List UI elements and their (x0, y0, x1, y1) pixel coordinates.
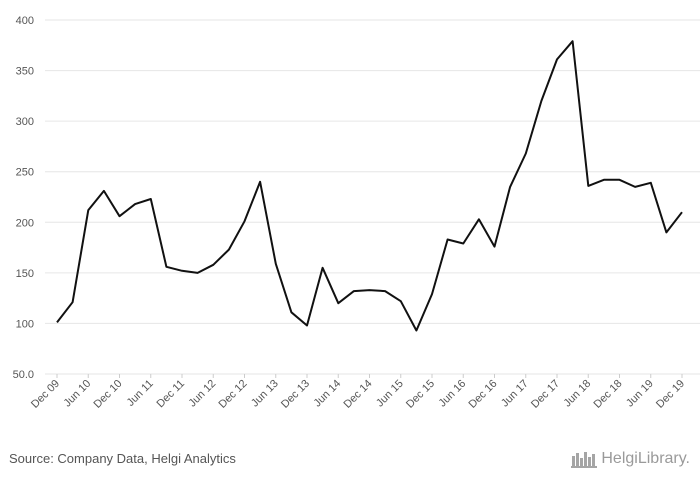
x-tick-label: Dec 14 (341, 378, 374, 411)
gridlines (45, 19, 700, 375)
y-tick-label: 350 (16, 66, 34, 78)
data-point (649, 181, 653, 185)
data-point (55, 320, 59, 324)
data-point (618, 178, 622, 182)
data-point (508, 185, 512, 189)
data-point (555, 57, 559, 61)
x-tick-label: Dec 11 (155, 378, 188, 411)
data-point (446, 237, 450, 241)
x-tick-label: Jun 17 (499, 378, 531, 410)
x-tick-label: Jun 12 (187, 378, 219, 410)
x-tick-label: Jun 19 (624, 378, 656, 410)
data-point (196, 271, 200, 275)
x-tick-label: Dec 13 (279, 378, 312, 411)
data-point (164, 265, 168, 269)
data-point (86, 208, 90, 212)
x-tick-label: Jun 10 (62, 378, 94, 410)
data-point (680, 210, 684, 214)
x-tick-label: Dec 18 (591, 378, 624, 411)
data-point (414, 329, 418, 333)
x-tick-label: Jun 11 (125, 378, 156, 409)
source-note: Source: Company Data, Helgi Analytics (9, 451, 236, 466)
data-point (289, 310, 293, 314)
y-tick-label: 250 (16, 167, 34, 179)
data-point (539, 99, 543, 103)
data-point (493, 245, 497, 249)
y-tick-label: 100 (16, 318, 34, 330)
data-point (149, 197, 153, 201)
data-point (227, 248, 231, 252)
data-point (305, 323, 309, 327)
data-point (477, 217, 481, 221)
brand-logo: HelgiLibrary. (571, 450, 690, 468)
y-tick-label: 50.0 (13, 369, 34, 381)
x-tick-label: Jun 18 (562, 378, 594, 410)
y-tick-label: 200 (16, 217, 34, 229)
series-layer (55, 39, 684, 333)
data-point (180, 269, 184, 273)
data-point (664, 230, 668, 234)
data-point (133, 202, 137, 206)
data-point (368, 288, 372, 292)
data-point (524, 152, 528, 156)
data-point (586, 184, 590, 188)
data-point (71, 300, 75, 304)
x-tick-label: Jun 13 (249, 378, 281, 410)
data-point (102, 189, 106, 193)
library-icon (571, 452, 598, 468)
y-axis-ticks: 400 350 300 250 200 150 100 50.0 (13, 15, 34, 381)
data-point (211, 263, 215, 267)
x-tick-label: Dec 17 (529, 378, 562, 411)
x-tick-label: Dec 10 (91, 378, 124, 411)
y-tick-label: 400 (16, 15, 34, 27)
x-tick-label: Dec 15 (404, 378, 437, 411)
brand-name: HelgiLibrary. (601, 450, 690, 467)
data-point (118, 214, 122, 218)
data-point (258, 180, 262, 184)
data-point (336, 301, 340, 305)
x-tick-label: Jun 15 (374, 378, 406, 410)
x-tick-label: Jun 14 (312, 378, 344, 410)
data-point (430, 292, 434, 296)
x-tick-label: Dec 09 (29, 378, 62, 411)
y-tick-label: 150 (16, 268, 34, 280)
x-tick-label: Dec 16 (466, 378, 499, 411)
data-point (321, 266, 325, 270)
x-tick-label: Dec 19 (654, 378, 687, 411)
x-tick-label: Dec 12 (216, 378, 249, 411)
data-point (571, 39, 575, 43)
data-point (352, 289, 356, 293)
data-point (274, 262, 278, 266)
y-tick-label: 300 (16, 116, 34, 128)
data-point (399, 299, 403, 303)
series-line (56, 40, 683, 332)
data-point (461, 242, 465, 246)
data-point (602, 178, 606, 182)
x-tick-label: Jun 16 (437, 378, 469, 410)
data-point (243, 219, 247, 223)
data-point (633, 185, 637, 189)
data-point (383, 289, 387, 293)
